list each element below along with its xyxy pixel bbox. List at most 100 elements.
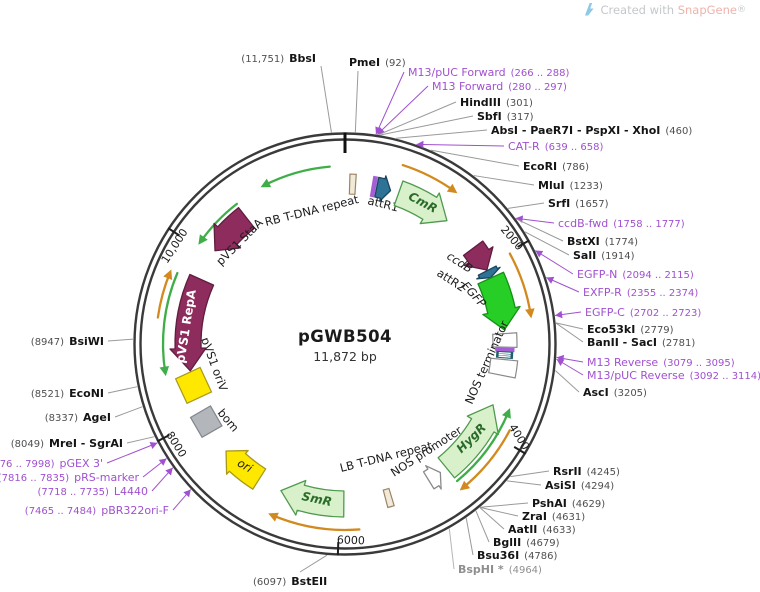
site-position: (4629) [572,499,605,510]
site-position: (1657) [575,199,608,210]
site-name: RsrII [553,465,582,478]
orf-arrowhead [446,183,458,194]
site-name: Bsu36I [477,549,519,562]
tick-2000 [517,239,530,248]
feature-nos-terminator-box2 [487,357,519,379]
site-position: (4633) [542,525,575,536]
site-position: (266 .. 288) [511,68,570,79]
tick-4000 [513,445,527,455]
orf-arrowhead [525,308,535,319]
site-label-SrfI: SrfI (1657) [548,197,609,210]
site-position: (2094 .. 2115) [622,270,694,281]
leader-line-RsrII [510,470,550,478]
feature-smr [280,479,345,518]
site-label-M13-Forward: M13 Forward (280 .. 297) [432,80,567,93]
site-label-M13-Reverse: M13 Reverse (3079 .. 3095) [587,356,735,369]
feature-mini-striped-box-stripe-1 [498,353,511,356]
site-label-HindIII: HindIII (301) [460,96,533,109]
site-label-AatII: AatII (4633) [508,523,576,536]
leader-line-BanII-SacI [555,322,584,343]
site-label-SbfI: SbfI (317) [477,110,534,123]
site-position: (2355 .. 2374) [627,288,699,299]
site-label-Bsu36I: Bsu36I (4786) [477,549,558,562]
watermark-prefix: Created with [600,3,678,17]
orf-arrow-green-6 [262,165,331,188]
orf-arrowhead [260,178,272,188]
feature-nos-promoter [422,465,442,490]
orf-arrowhead [159,365,170,377]
feature-attr1-site-bar [369,175,379,198]
site-name: L4440 [114,485,148,498]
site-name: Eco53kI [587,323,635,336]
leader-line-AgeI [114,406,143,418]
site-label-BanII-SacI: BanII - SacI (2781) [587,336,695,349]
orf-arrow-green-8 [161,271,179,375]
site-name: AsiSI [545,479,576,492]
feature-cmr [393,180,448,225]
site-name: SalI [573,249,596,262]
site-position: (6097) [253,577,286,588]
feature-pvs1-repa [169,273,215,372]
feature-mini-purple-bar [495,347,515,353]
site-position: (7465 .. 7484) [25,506,97,517]
site-position: (460) [665,126,692,137]
leader-line-ZraI [479,506,519,517]
site-label-BsiWI: (8947) BsiWI [31,335,104,348]
site-name: MreI - SgrAI [49,437,123,450]
primer-leader-arrowhead [535,250,544,258]
feature-mini-striped-box-stripe-2 [498,355,511,358]
site-name: AgeI [83,411,111,424]
site-label-AscI: AscI (3205) [583,386,647,399]
leader-line-M13-Forward [376,85,429,135]
site-position: (4786) [524,551,557,562]
site-name: pBR322ori-F [101,504,169,517]
site-position: (8049) [11,439,44,450]
site-position: (3092 .. 3114) [690,371,760,382]
site-name: BstEII [291,575,327,588]
site-name: BglII [493,536,521,549]
leader-line-M13-pUC-Forward [375,71,405,135]
site-name: MluI [538,179,565,192]
site-name: PmeI [349,56,380,69]
orf-arrow-orange-4 [269,513,361,532]
tick-8000 [156,434,170,443]
feature-label-ori: ori [235,456,256,476]
feature-pvs1-staa [213,206,256,252]
snapgene-logo-icon [585,3,595,16]
site-label-BbsI: (11,751) BbsI [241,52,316,65]
site-position: (8521) [31,389,64,400]
site-label-ZraI: ZraI (4631) [522,510,585,523]
feature-hygr [437,404,499,479]
plasmid-name: pGWB504 [297,327,393,346]
site-label-AbsI-PaeR7I-PspXI-XhoI: AbsI - PaeR7I - PspXI - XhoI (460) [491,124,692,137]
site-label-PmeI: PmeI (92) [349,56,406,69]
primer-leader-arrowhead [183,489,191,498]
leader-line-AsiSI [506,480,542,486]
orf-arrow-orange-5 [156,271,172,319]
site-name: BstXI [567,235,600,248]
leader-line-BbsI [320,65,332,133]
site-label-EGFP-C: EGFP-C (2702 .. 2723) [585,306,701,319]
primer-leader-arrowhead [416,140,424,149]
site-position: (317) [507,112,534,123]
site-label-M13-pUC-Forward: M13/pUC Forward (266 .. 288) [408,66,569,79]
leader-line-SalI [524,231,570,256]
leader-line-HindIII [378,101,457,136]
leader-line-AscI [554,370,580,393]
site-position: (280 .. 297) [508,82,567,93]
feature-lb-tdna-repeat [382,487,395,509]
feature-ori [225,449,267,490]
feature-nos-terminator-box1 [492,332,518,348]
site-name: EcoRI [523,160,557,173]
primer-leader-arrowhead [546,276,555,284]
leader-line-MluI [473,175,535,186]
site-position: (11,751) [241,54,284,65]
site-name: M13/pUC Forward [408,66,506,79]
site-position: (7816 .. 7835) [0,473,69,484]
site-position: (1774) [605,237,638,248]
leader-line-pGEX-3- [106,442,158,464]
primer-leader-arrowhead [555,310,563,319]
site-position: (4679) [526,538,559,549]
